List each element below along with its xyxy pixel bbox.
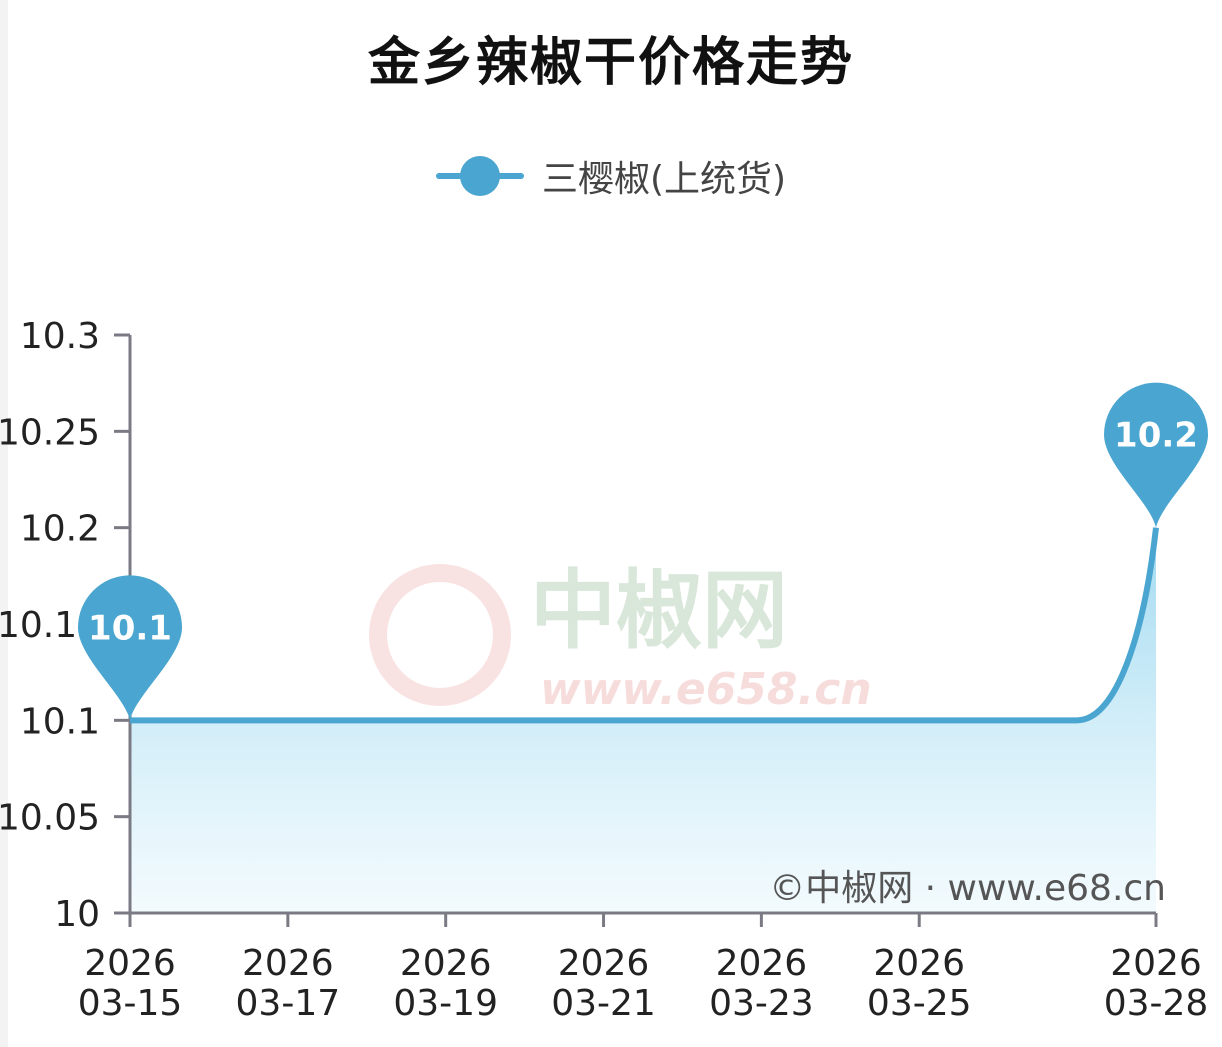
x-tick-label-date: 03-15 bbox=[78, 983, 183, 1024]
legend-dot bbox=[459, 156, 500, 196]
x-tick-label-year: 2026 bbox=[1110, 943, 1202, 984]
annotation-pin: 10.2 bbox=[1104, 382, 1208, 528]
x-tick-label-year: 2026 bbox=[558, 943, 650, 984]
series-line[interactable] bbox=[130, 527, 1159, 724]
pin-value-label: 10.2 bbox=[1114, 416, 1198, 456]
x-tick-label-date: 03-21 bbox=[551, 983, 656, 1024]
axes: 1010.0510.110.1510.210.2510.3202603-1520… bbox=[0, 316, 1208, 1024]
x-tick-label-date: 03-23 bbox=[709, 983, 814, 1024]
y-tick-label: 10.2 bbox=[20, 509, 100, 550]
series-layer bbox=[130, 527, 1159, 724]
watermark-brand: 中椒网 bbox=[530, 561, 788, 661]
y-tick-label: 10.1 bbox=[20, 701, 100, 742]
x-tick-label-year: 2026 bbox=[873, 943, 965, 984]
legend-label: 三樱椒(上统货) bbox=[541, 159, 787, 200]
annotation-pin: 10.1 bbox=[78, 575, 182, 721]
pin-value-label: 10.1 bbox=[88, 608, 172, 648]
legend[interactable]: 三樱椒(上统货) bbox=[0, 150, 1222, 202]
y-tick-label: 10 bbox=[54, 894, 100, 935]
watermark-logo-icon bbox=[369, 564, 511, 706]
x-tick-label-date: 03-19 bbox=[393, 983, 498, 1024]
left-edge-strip bbox=[0, 0, 8, 1047]
watermark-url: www.e658.cn bbox=[540, 664, 872, 715]
annotation-pins: 10.1 10.2 bbox=[78, 382, 1208, 721]
credit-text: ©中椒网 · www.e68.cn bbox=[769, 868, 1166, 909]
pin-shape bbox=[78, 575, 182, 721]
x-tick-label-year: 2026 bbox=[84, 943, 176, 984]
x-tick-label-date: 03-28 bbox=[1104, 983, 1209, 1024]
x-tick-label-date: 03-25 bbox=[867, 983, 972, 1024]
y-tick-label: 10.25 bbox=[0, 412, 100, 453]
legend-swatch bbox=[435, 156, 524, 196]
chart-title: 金乡辣椒干价格走势 bbox=[367, 33, 854, 93]
x-tick-label-year: 2026 bbox=[716, 943, 808, 984]
x-tick-label-year: 2026 bbox=[400, 943, 492, 984]
x-tick-label-date: 03-17 bbox=[236, 983, 341, 1024]
watermark: 中椒网 www.e658.cn bbox=[369, 561, 872, 715]
y-tick-label: 10.05 bbox=[0, 798, 100, 839]
pin-shape bbox=[1104, 382, 1208, 528]
y-tick-label: 10.3 bbox=[20, 316, 100, 357]
x-tick-label-year: 2026 bbox=[242, 943, 334, 984]
